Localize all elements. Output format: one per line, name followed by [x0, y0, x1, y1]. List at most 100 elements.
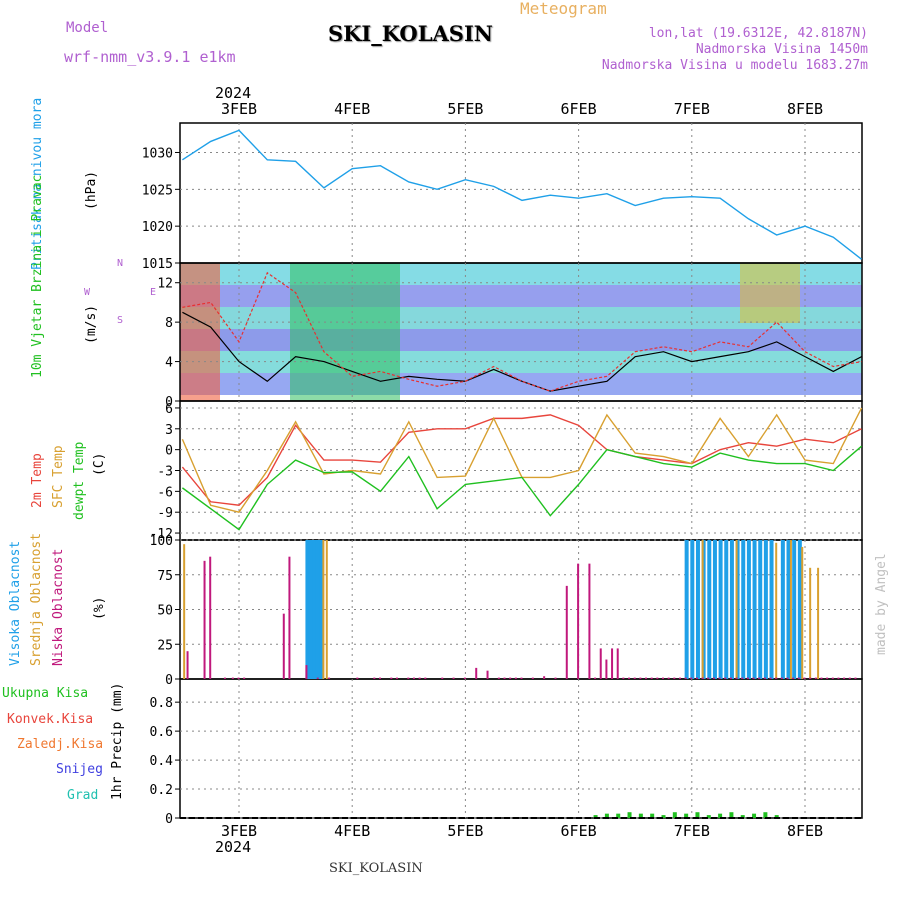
low-cloud-bar — [797, 677, 800, 679]
high-cloud-bar — [308, 540, 313, 679]
wind-speed-line — [182, 311, 862, 392]
low-cloud-bar — [509, 677, 512, 679]
low-cloud-bar — [735, 677, 738, 679]
high-cloud-bar — [319, 540, 324, 679]
wind-barb-band — [180, 263, 220, 401]
y-tick-label: 3 — [165, 423, 173, 438]
precip-legend-freezing: Zaledj.Kisa — [17, 737, 104, 752]
rain-bar — [718, 813, 723, 818]
low-cloud-bar — [543, 676, 546, 679]
rain-bar — [706, 815, 711, 818]
rain-bar — [752, 813, 757, 818]
low-cloud-bar — [741, 677, 744, 679]
mid-cloud-bar — [801, 546, 804, 679]
low-cloud-bar — [763, 677, 766, 679]
y-tick-label: 1015 — [142, 257, 173, 272]
high-cloud-bar — [758, 540, 763, 679]
low-cloud-bar — [209, 556, 212, 679]
low-cloud-bar — [379, 677, 381, 679]
y-tick-label: 0 — [165, 395, 173, 410]
low-cloud-bar — [412, 677, 415, 679]
low-cloud-bar — [803, 677, 806, 679]
x-tick-label-top: 3FEB — [221, 100, 257, 118]
low-cloud-bar — [463, 677, 466, 679]
x-tick-label-top: 5FEB — [447, 100, 483, 118]
low-cloud-bar — [407, 677, 410, 679]
low-cloud-bar — [577, 563, 580, 679]
low-cloud-bar — [809, 677, 812, 679]
low-cloud-bar — [684, 677, 687, 679]
low-cloud-bar — [486, 670, 489, 679]
wind-barb-band — [180, 373, 862, 395]
meteogram-label: Meteogram — [520, 0, 607, 18]
footer-station: SKI_KOLASIN — [329, 861, 423, 876]
y-tick-label: 0.8 — [150, 696, 173, 711]
y-tick-label: 0.6 — [150, 725, 173, 740]
low-cloud-bar — [690, 677, 693, 679]
temp2m-line — [181, 414, 862, 506]
high-cloud-bar — [695, 540, 700, 679]
low-cloud-bar — [231, 677, 234, 679]
low-cloud-bar — [611, 648, 614, 679]
high-cloud-bar — [690, 540, 695, 679]
rain-bar — [616, 813, 621, 818]
compass-south-icon: S — [117, 315, 124, 326]
low-cloud-bar — [424, 677, 427, 679]
high-cloud-bar — [797, 540, 802, 679]
high-cloud-bar — [305, 540, 310, 679]
low-cloud-bar — [554, 677, 557, 679]
low-cloud-bar — [854, 677, 857, 679]
x-tick-label-bottom: 8FEB — [787, 822, 823, 840]
mid-cloud-bar — [775, 542, 778, 679]
page-title: SKI_KOLASIN — [328, 21, 493, 46]
low-cloud-bar — [786, 677, 789, 679]
mid-cloud-bar — [701, 540, 704, 679]
low-cloud-bar — [514, 677, 517, 679]
high-cloud-bar — [718, 540, 723, 679]
low-cloud-bar — [707, 677, 710, 679]
high-cloud-bar — [729, 540, 734, 679]
low-cloud-bar — [848, 677, 851, 679]
mid-cloud-bar — [817, 567, 820, 679]
low-cloud-bar — [594, 677, 597, 679]
low-cloud-bar — [712, 677, 715, 679]
low-cloud-bar — [775, 677, 778, 679]
y-tick-label: 75 — [157, 569, 173, 584]
mid-cloud-bar — [735, 540, 738, 679]
low-cloud-bar — [701, 677, 704, 679]
model-elevation-line: Nadmorska Visina u modelu 1683.27m — [601, 58, 868, 73]
panel-frame — [179, 122, 863, 264]
panel-frame — [179, 678, 863, 819]
rain-bar — [638, 813, 643, 818]
y-tick-label: 1030 — [142, 146, 173, 161]
y-tick-label: -6 — [157, 485, 173, 500]
low-cloud-bar — [328, 677, 331, 679]
low-cloud-bar — [203, 560, 206, 679]
y-tick-label: 25 — [157, 638, 173, 653]
wind-barb-band — [290, 263, 400, 401]
low-cloud-bar — [645, 677, 648, 679]
wind-gust-line — [182, 271, 862, 392]
low-cloud-bar — [243, 677, 246, 679]
low-cloud-bar — [667, 677, 670, 679]
y-tick-label: 100 — [150, 534, 173, 549]
y-tick-label: 4 — [165, 356, 173, 371]
low-cloud-bar — [820, 677, 823, 679]
y-tick-label: 0 — [165, 444, 173, 459]
low-cloud-bar — [814, 677, 817, 679]
low-cloud-bar — [792, 677, 795, 679]
rain-bar — [650, 813, 655, 818]
low-cloud-bar — [565, 585, 568, 679]
rain-bar — [604, 813, 609, 818]
low-cloud-bar — [633, 677, 636, 679]
location-line: lon,lat (19.6312E, 42.8187N) — [648, 26, 868, 41]
low-cloud-bar — [288, 556, 291, 679]
low-cloud-bar — [441, 677, 444, 679]
high-cloud-bar — [684, 540, 689, 679]
low-cloud-bar — [237, 677, 240, 679]
low-cloud-bar — [780, 677, 783, 679]
high-cloud-bar — [786, 540, 791, 679]
y-tick-label: 0 — [165, 812, 173, 827]
model-label: Model — [66, 20, 109, 36]
